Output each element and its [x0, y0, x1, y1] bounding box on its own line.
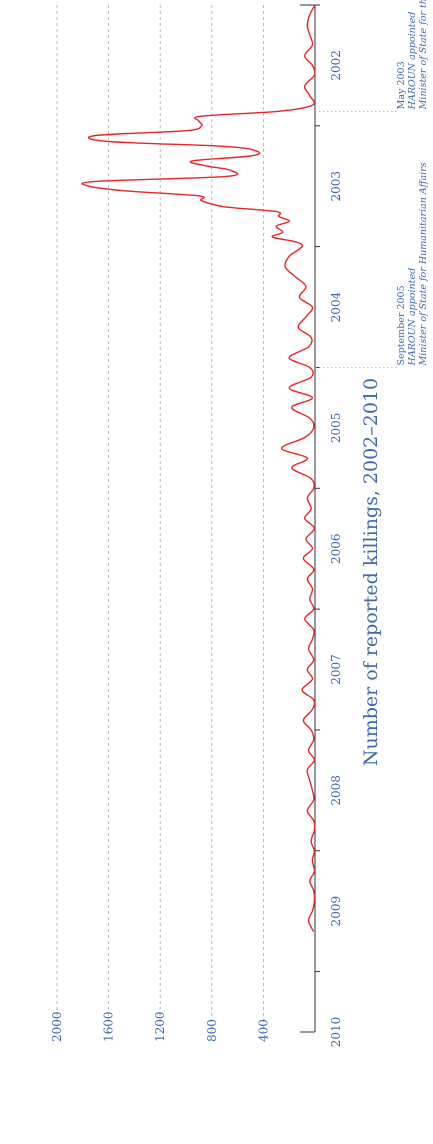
annotation-line: Minister of State for the Interior [418, 0, 429, 110]
x-tick-label: 2004 [329, 291, 343, 322]
annotation: September 2005 HAROUN appointed Minister o… [396, 162, 429, 366]
annotation-line: Minister of State for Humanitarian Affai… [418, 162, 429, 366]
x-tick-label: 2007 [329, 654, 343, 685]
y-tick-label: 2000 [50, 1011, 64, 1042]
x-tick-label: 2010 [329, 1017, 343, 1048]
y-tick-label: 800 [205, 1019, 219, 1042]
chart-title: Number of reported killings, 2002–2010 [360, 378, 382, 766]
x-tick-label: 2008 [329, 775, 343, 806]
y-tick-label: 400 [256, 1019, 270, 1042]
series-line [81, 4, 316, 933]
annotation-line: HAROUN appointed [407, 268, 418, 367]
annotation-line: September 2005 [396, 285, 407, 365]
x-tick-label: 2005 [329, 413, 343, 444]
x-tick-label: 2009 [329, 896, 343, 927]
annotation: May 2003 HAROUN appointed Minister of Stat… [396, 0, 429, 110]
x-tick-label: 2002 [329, 50, 343, 81]
annotation-line: HAROUN appointed [407, 12, 418, 111]
y-tick-label: 1600 [102, 1011, 116, 1042]
y-tick-label: 1200 [153, 1011, 167, 1042]
annotation-line: May 2003 [396, 61, 407, 109]
x-tick-label: 2006 [329, 533, 343, 564]
x-tick-label: 2003 [329, 171, 343, 202]
